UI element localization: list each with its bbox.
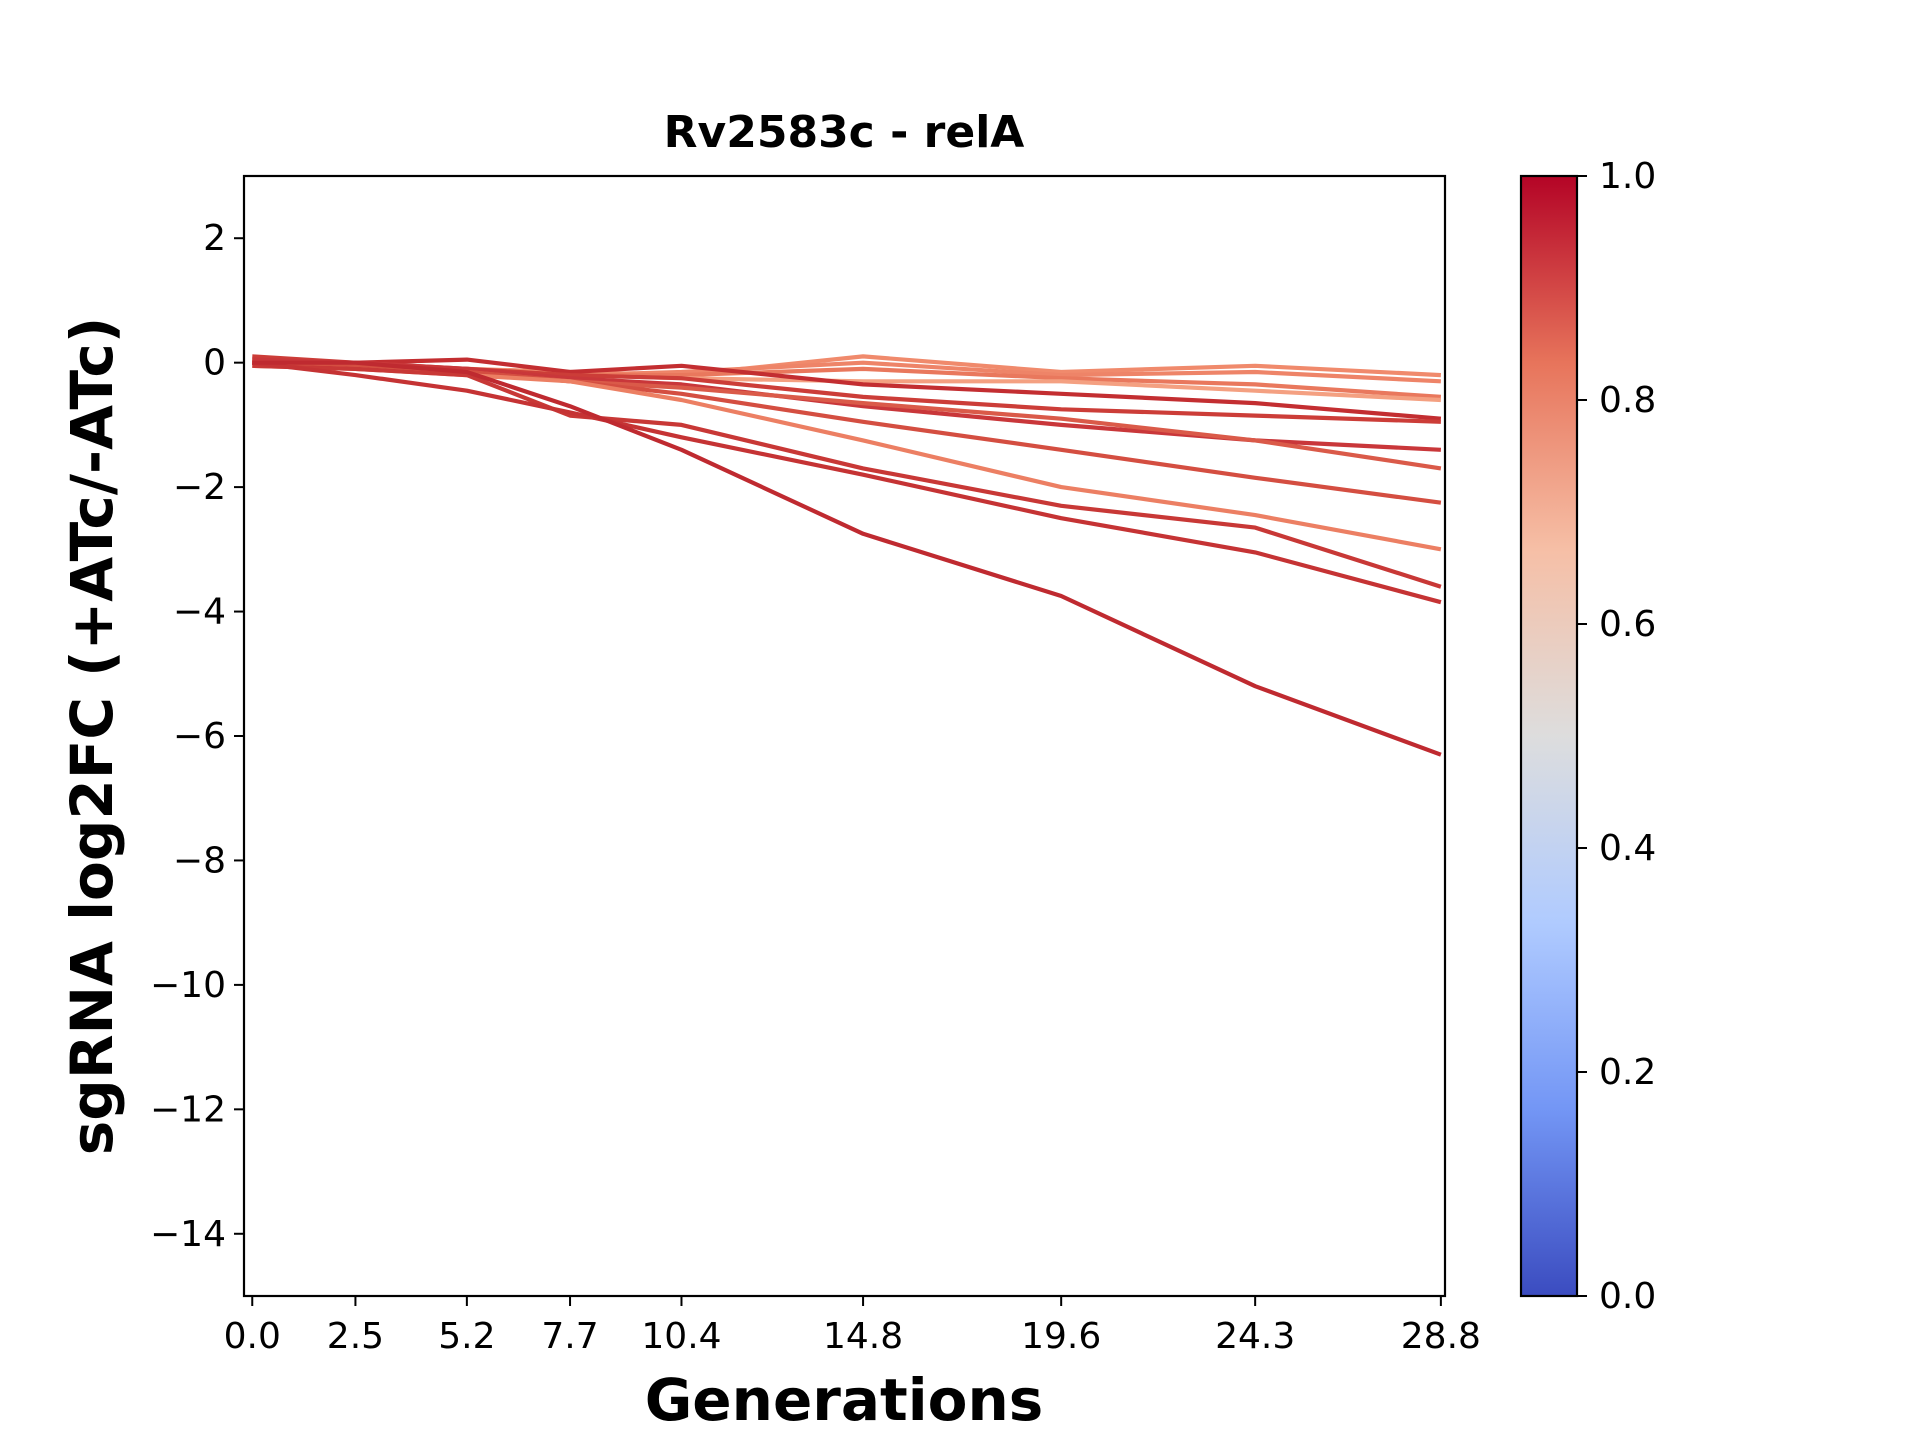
x-tick-label: 2.5 [327, 1316, 384, 1357]
y-tick-label: −8 [173, 840, 226, 881]
chart-title: Rv2583c - relA [664, 107, 1025, 158]
x-tick-label: 14.8 [823, 1316, 903, 1357]
colorbar-tick-label: 0.8 [1599, 380, 1656, 421]
colorbar-tick-label: 0.2 [1599, 1052, 1656, 1093]
y-tick-label: −12 [150, 1089, 226, 1130]
series-layer [252, 354, 1442, 757]
x-tick-label: 10.4 [641, 1316, 721, 1357]
y-tick-label: −6 [173, 716, 226, 757]
colorbar-tick-label: 0.6 [1599, 604, 1656, 645]
colorbar-tick-label: 1.0 [1599, 156, 1656, 197]
series-line-11 [252, 363, 1442, 589]
series-line-5 [252, 357, 1442, 421]
y-axis-ticks: 2 0 −2 −4 −6 −8 −10 −12 −14 [150, 218, 244, 1255]
series-line-12 [252, 360, 1442, 605]
colorbar-tick-label: 0.4 [1599, 828, 1656, 869]
x-tick-label: 0.0 [224, 1316, 281, 1357]
x-axis-label: Generations [645, 1366, 1044, 1434]
series-line-13 [252, 360, 1442, 757]
x-tick-label: 24.3 [1215, 1316, 1295, 1357]
colorbar-tick-label: 0.0 [1599, 1276, 1656, 1317]
y-tick-label: −2 [173, 467, 226, 508]
x-axis-ticks: 0.0 2.5 5.2 7.7 10.4 14.8 19.6 24.3 28.8 [224, 1296, 1481, 1357]
y-tick-label: −10 [150, 965, 226, 1006]
y-tick-label: 0 [203, 343, 226, 384]
colorbar-ticks: 0.0 0.2 0.4 0.6 0.8 1.0 [1577, 156, 1656, 1317]
colorbar [1519, 174, 1579, 1298]
y-tick-label: 2 [203, 218, 226, 259]
plot-frame [242, 174, 1447, 1298]
y-tick-label: −4 [173, 592, 226, 633]
y-axis-label: sgRNA log2FC (+ATc/-ATc) [58, 317, 126, 1155]
x-tick-label: 5.2 [438, 1316, 495, 1357]
x-tick-label: 19.6 [1021, 1316, 1101, 1357]
x-tick-label: 7.7 [541, 1316, 598, 1357]
x-tick-label: 28.8 [1401, 1316, 1481, 1357]
y-tick-label: −14 [150, 1214, 226, 1255]
